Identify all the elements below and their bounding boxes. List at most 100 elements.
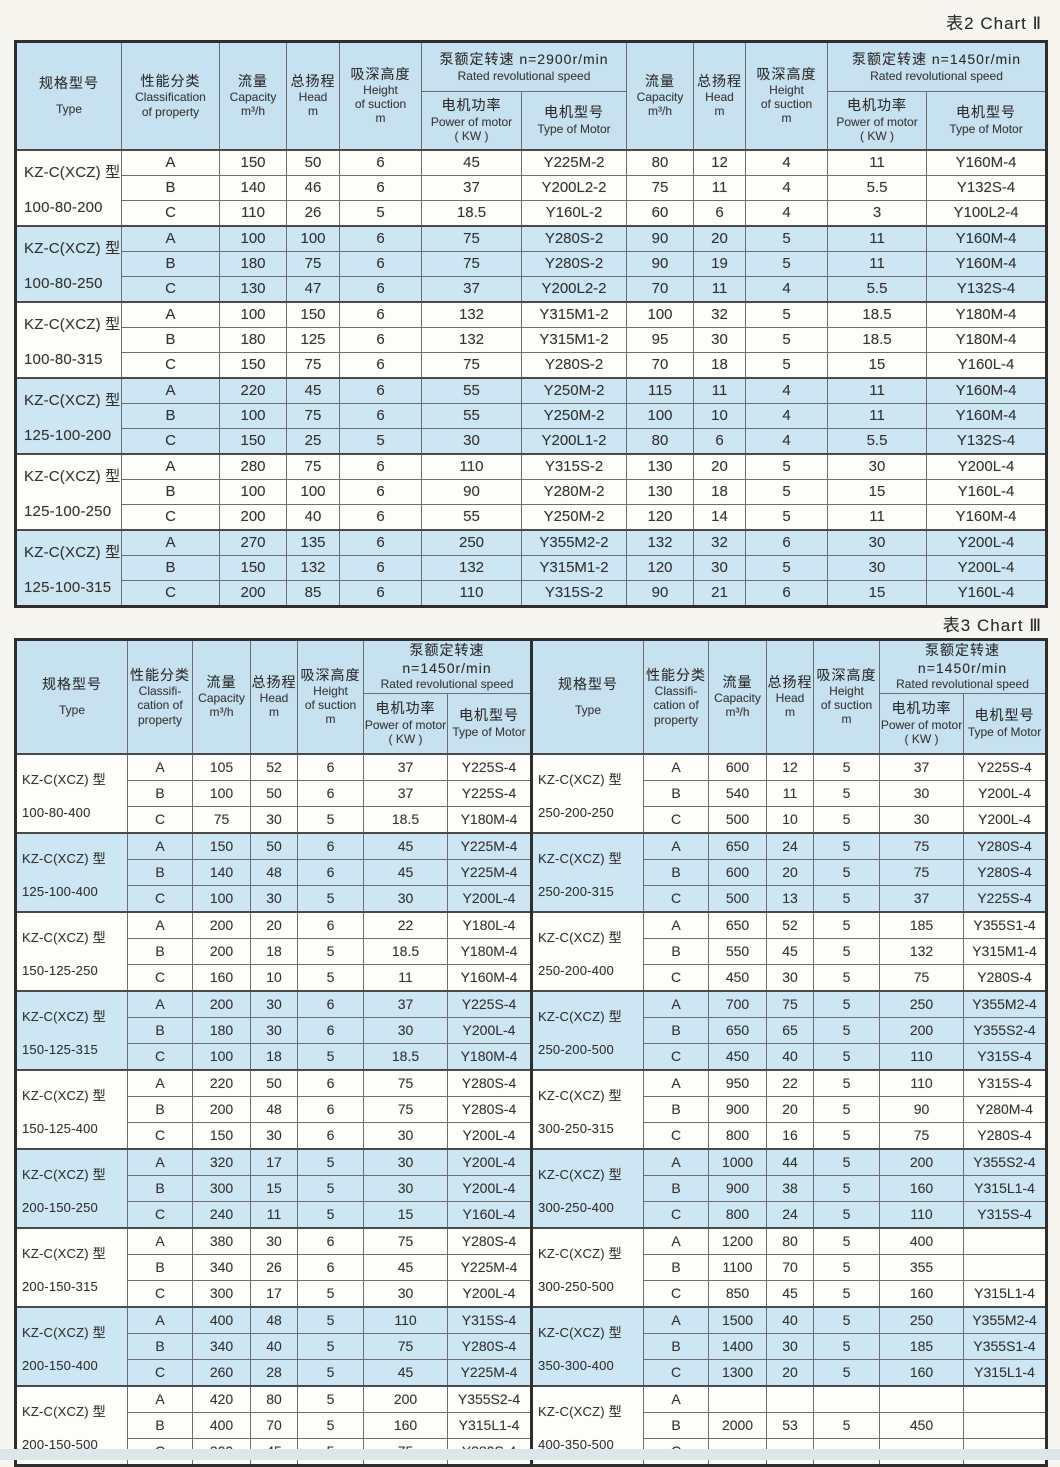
- chart2-table: 规格型号 Type 性能分类 Classification of propert…: [14, 40, 1049, 608]
- value-cell: 30: [879, 805, 965, 833]
- pump-type-cell: KZ-C(XCZ) 型 200-150-315: [15, 1226, 128, 1307]
- value-cell: 6: [297, 1068, 364, 1097]
- value-cell: 6: [339, 452, 422, 480]
- classification-cell: C: [127, 1358, 193, 1386]
- classification-cell: C: [643, 1358, 710, 1386]
- header-motor-type: 电机型号 Type of Motor: [446, 693, 533, 754]
- value-cell: 1400: [708, 1332, 768, 1360]
- pump-type-cell: KZ-C(XCZ) 型 125-100-250: [15, 452, 122, 530]
- value-cell: 180: [192, 1016, 251, 1044]
- classification-cell: C: [127, 884, 193, 912]
- classification-cell: C: [127, 1200, 193, 1228]
- classification-cell: A: [121, 300, 220, 328]
- value-cell: 200: [363, 1384, 448, 1413]
- classification-cell: B: [121, 554, 220, 581]
- value-cell: Y200L-4: [446, 884, 533, 912]
- value-cell: 75: [626, 174, 695, 201]
- pump-type-cell: KZ-C(XCZ) 型 250-200-400: [530, 910, 645, 991]
- value-cell: 75: [879, 831, 965, 860]
- value-cell: Y225M-2: [520, 148, 628, 176]
- value-cell: 20: [766, 1358, 815, 1386]
- value-cell: 5: [813, 1016, 881, 1044]
- value-cell: Y160L-4: [926, 478, 1048, 505]
- value-cell: 75: [421, 250, 522, 277]
- value-cell: 6: [745, 528, 829, 556]
- classification-cell: B: [643, 779, 710, 807]
- value-cell: 70: [626, 351, 695, 378]
- value-cell: 340: [192, 1332, 251, 1360]
- value-cell: 46: [286, 174, 340, 201]
- value-cell: 6: [297, 752, 364, 781]
- classification-cell: B: [643, 1332, 710, 1360]
- value-cell: 6: [339, 554, 422, 581]
- value-cell: 11: [250, 1200, 298, 1228]
- value-cell: 40: [766, 1042, 815, 1070]
- value-cell: 650: [708, 831, 768, 860]
- pump-model: KZ-C(XCZ) 型: [22, 1324, 106, 1340]
- value-cell: 140: [192, 858, 251, 886]
- value-cell: 37: [421, 174, 522, 201]
- value-cell: Y132S-4: [926, 174, 1048, 201]
- classification-cell: C: [121, 351, 220, 378]
- value-cell: 5: [339, 199, 422, 226]
- value-cell: 5: [813, 1095, 881, 1123]
- value-cell: 160: [363, 1411, 448, 1439]
- value-cell: 340: [192, 1253, 251, 1281]
- value-cell: 52: [766, 910, 815, 939]
- value-cell: Y315L1-4: [963, 1279, 1048, 1307]
- pump-model: KZ-C(XCZ) 型: [538, 771, 622, 787]
- value-cell: 100: [192, 779, 251, 807]
- classification-cell: A: [127, 910, 193, 939]
- value-cell: Y180M-4: [446, 937, 533, 965]
- value-cell: 110: [363, 1305, 448, 1334]
- value-cell: Y355S1-4: [963, 1332, 1048, 1360]
- value-cell: 48: [250, 1095, 298, 1123]
- value-cell: 700: [708, 989, 768, 1018]
- value-cell: Y132S-4: [926, 275, 1048, 302]
- value-cell: Y160M-4: [926, 148, 1048, 176]
- pump-model: KZ-C(XCZ) 型: [22, 1087, 106, 1103]
- value-cell: 15: [827, 579, 928, 607]
- header-suction: 吸深高度 Height of suction m: [745, 41, 829, 150]
- classification-cell: A: [643, 1305, 710, 1334]
- pump-model: KZ-C(XCZ) 型: [538, 1008, 622, 1024]
- value-cell: 6: [339, 300, 422, 328]
- pump-size: 200-150-250: [22, 1199, 98, 1215]
- classification-cell: B: [643, 1411, 710, 1439]
- value-cell: 5: [813, 1147, 881, 1176]
- header-classification: 性能分类 Classifi- cation of property: [643, 639, 710, 754]
- value-cell: 5: [813, 1279, 881, 1307]
- value-cell: 400: [192, 1411, 251, 1439]
- value-cell: 30: [250, 805, 298, 833]
- value-cell: 75: [363, 1068, 448, 1097]
- classification-cell: B: [643, 1016, 710, 1044]
- value-cell: Y200L-4: [926, 528, 1048, 556]
- value-cell: Y315S-4: [963, 1068, 1048, 1097]
- value-cell: 250: [879, 1305, 965, 1334]
- value-cell: 75: [286, 402, 340, 429]
- value-cell: 18.5: [421, 199, 522, 226]
- value-cell: 30: [250, 884, 298, 912]
- value-cell: 250: [879, 989, 965, 1018]
- value-cell: 5: [813, 937, 881, 965]
- value-cell: 24: [766, 831, 815, 860]
- value-cell: 11: [363, 963, 448, 991]
- value-cell: Y280S-2: [520, 351, 628, 378]
- classification-cell: C: [121, 503, 220, 530]
- value-cell: 30: [363, 884, 448, 912]
- value-cell: 13: [766, 884, 815, 912]
- value-cell: 180: [219, 250, 287, 277]
- pump-model: KZ-C(XCZ) 型: [22, 1403, 106, 1419]
- classification-cell: B: [121, 250, 220, 277]
- value-cell: 40: [286, 503, 340, 530]
- classification-cell: B: [643, 1095, 710, 1123]
- pump-type-cell: KZ-C(XCZ) 型 150-125-250: [15, 910, 128, 991]
- classification-cell: C: [121, 579, 220, 607]
- value-cell: 45: [363, 1253, 448, 1281]
- value-cell: 30: [250, 1226, 298, 1255]
- value-cell: 70: [766, 1253, 815, 1281]
- value-cell: 20: [766, 1095, 815, 1123]
- classification-cell: A: [121, 376, 220, 404]
- value-cell: 200: [192, 910, 251, 939]
- value-cell: 6: [339, 148, 422, 176]
